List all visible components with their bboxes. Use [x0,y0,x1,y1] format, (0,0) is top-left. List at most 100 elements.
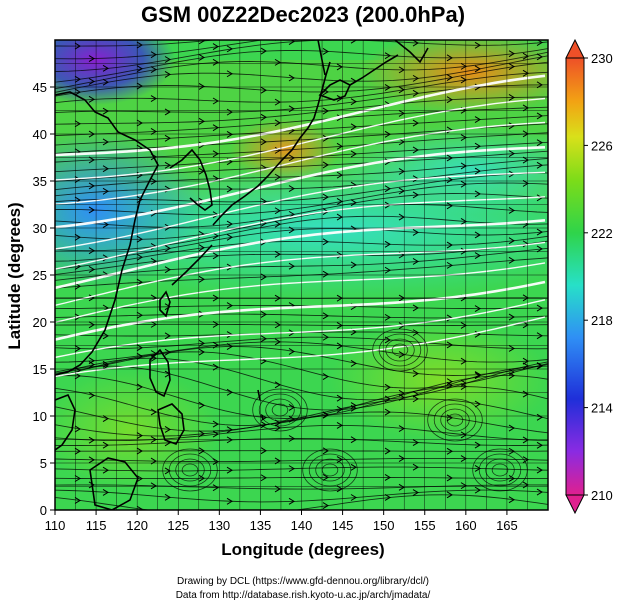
vortex-ring [485,458,515,482]
streamline-arrow [74,447,81,455]
streamline-arrow [136,119,143,127]
streamline [55,40,265,60]
streamline-arrow [274,294,281,302]
streamline-arrow [384,474,391,481]
x-tick-label: 115 [86,518,107,533]
streamline [55,476,548,480]
streamline-arrow [74,345,81,353]
streamline-arrow [198,54,205,61]
y-tick-label: 40 [33,127,47,142]
coastline-borneo [89,457,139,510]
streamline-arrow [446,341,453,349]
streamline-arrow [336,394,343,402]
streamline-arrow [88,95,95,103]
streamline-arrow [474,167,481,175]
colorbar-tick-label: 214 [591,401,613,416]
streamline-arrow [74,88,81,96]
streamline-arrow [150,51,157,59]
streamline-arrow [198,401,205,409]
streamline-arrow [274,98,281,106]
coastline-indochina [55,393,76,451]
streamline-arrow [522,69,529,77]
streamline-arrow [260,310,267,318]
y-tick-label: 10 [33,409,47,424]
streamline-arrow [260,474,267,482]
streamline-arrow [446,126,453,134]
streamline-arrow [474,252,481,260]
x-tick-label: 140 [291,518,313,533]
streamline-arrow [88,182,95,190]
streamline-arrow [102,78,109,86]
streamline-arrow [212,124,219,132]
streamline-arrow [522,481,529,489]
streamline-arrow [474,441,481,449]
streamline-arrow [226,131,233,138]
streamline-arrow [322,373,329,380]
streamline-arrow [522,390,529,398]
streamline-arrow [536,441,543,449]
vortex-ring [168,453,212,487]
streamline [55,398,548,432]
streamline-arrow [164,348,171,356]
streamline-arrow [446,447,453,455]
streamline [55,489,548,503]
vortex-ring [302,448,358,492]
streamline-arrow [322,333,329,341]
vortex-ring [391,343,409,357]
streamline-arrow [412,40,419,47]
vortex-ring [440,408,470,432]
streamline-arrow [88,436,95,444]
streamline [55,193,548,228]
streamline [55,346,548,376]
streamline-arrow [412,329,419,337]
map-title: GSM 00Z22Dec2023 (200.0hPa) [141,2,465,27]
x-tick-label: 125 [167,518,189,533]
streamline-arrow [288,465,295,473]
streamline-arrow [102,187,109,195]
streamline-arrow [288,154,295,162]
streamline-arrow [288,435,295,442]
streamline-arrow [508,447,515,455]
streamline-arrow [336,198,343,205]
vortex-ring [385,338,415,362]
streamline-arrow [322,502,329,510]
streamline-arrow [336,63,343,71]
streamline-arrow [88,55,95,62]
streamline-arrow [508,122,515,130]
streamline-arrow [474,41,481,49]
streamline-arrow [509,17,514,23]
streamline-arrow [260,47,267,55]
streamline-arrow [198,447,205,455]
streamline-arrow [446,154,453,162]
streamline-arrow [164,134,171,142]
jet-streamline [55,241,546,306]
streamline-arrow [412,191,419,199]
streamline-arrow [461,29,466,35]
vortex-ring [491,463,509,477]
streamline-arrow [212,294,219,302]
streamline-arrow [336,294,343,302]
vortex-ring [308,453,352,487]
streamline [55,457,548,463]
streamline-arrow [136,65,143,73]
streamline-arrow [136,475,143,483]
streamline-arrow [274,173,281,181]
x-axis-ticks: 110 115 120 125 130 135 140 145 150 155 160 165 [45,510,518,533]
vortex-ring [427,398,483,442]
streamline-arrow [136,278,143,286]
streamline-arrow [322,48,329,55]
coastline-china [55,91,159,376]
streamline-arrow [260,113,267,121]
y-tick-label: 30 [33,221,47,236]
y-tick-label: 0 [40,503,47,518]
streamline-arrow [212,320,219,328]
streamline-arrow [199,512,204,518]
streamline-arrow [260,138,267,146]
streamline-arrow [322,107,329,115]
streamline [55,336,548,350]
jet-streamline [55,97,546,181]
jet-streamline [55,316,546,378]
streamline-arrow [412,439,419,447]
streamline-arrow [446,176,453,184]
streamline-arrow [164,303,171,311]
